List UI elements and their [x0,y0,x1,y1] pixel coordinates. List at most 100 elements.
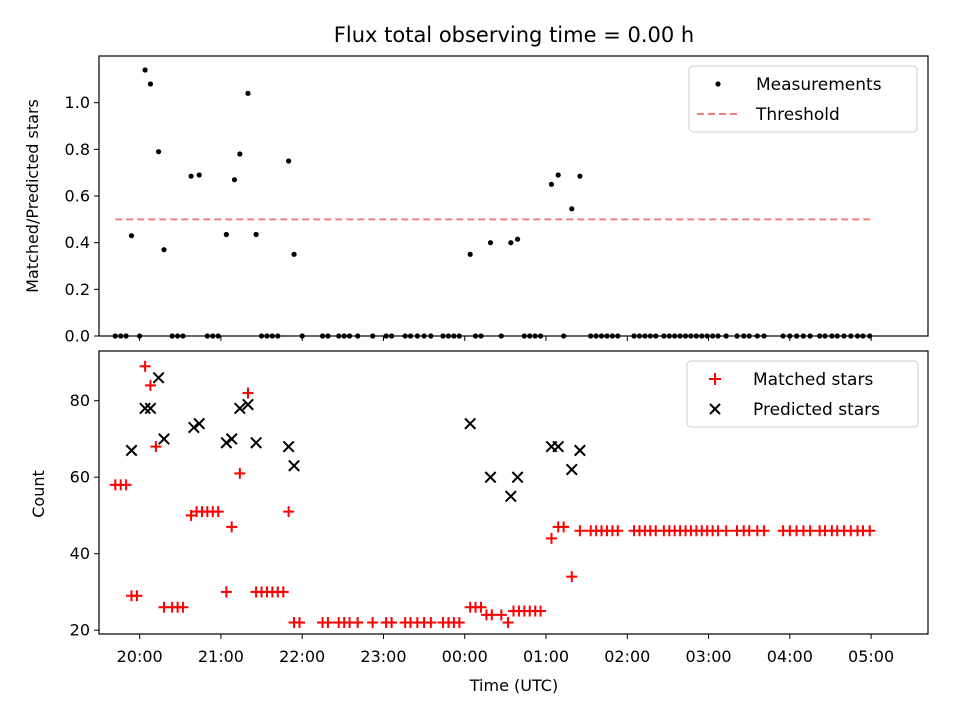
matched-star-point [758,525,770,537]
predicted-star-point [125,444,138,457]
matched-star-point [475,601,487,613]
bottom-y-axis-label: Count [29,470,48,518]
measurement-point [231,177,238,183]
matched-star-point [612,525,624,537]
matched-star-point [144,379,156,391]
predicted-stars-points [125,371,586,503]
predicted-star-point [220,436,233,449]
measurement-point [161,247,167,253]
matched-star-point [545,532,557,544]
x-tick-label: 20:00 [117,647,163,666]
matched-star-point [294,617,306,629]
predicted-star-point [573,444,586,457]
matched-star-point [558,521,570,533]
top-y-axis-label: Matched/Predicted stars [23,99,42,293]
bottom-y-tick-label: 60 [70,468,90,487]
matched-star-point [277,586,289,598]
matched-stars-points [109,360,876,629]
matched-star-point [486,609,498,621]
predicted-star-point [511,471,524,484]
x-tick-label: 05:00 [848,647,894,666]
matched-star-point [804,525,816,537]
matched-star-point [495,609,507,621]
top-y-tick-label: 0.4 [65,233,90,252]
matched-star-point [453,617,465,629]
measurement-point [487,240,494,246]
matched-star-point [242,387,254,399]
x-tick-label: 23:00 [360,647,406,666]
top-y-tick-label: 0.8 [65,140,90,159]
predicted-star-point [158,433,170,445]
bottom-legend-box [686,360,919,428]
legend-predicted-marker [709,403,721,415]
measurement-point [286,158,292,164]
measurement-point [508,240,514,246]
predicted-star-point [565,463,578,476]
legend-matched-marker [709,373,721,385]
measurement-point [142,67,148,73]
measurement-point [237,151,243,157]
predicted-star-point [187,421,200,434]
measurement-point [555,172,561,178]
top-x-ticks [139,336,872,341]
matched-star-point [283,506,295,518]
predicted-star-point [193,417,206,430]
measurement-point [155,149,162,155]
measurement-point [128,233,135,239]
legend-measurements-marker [715,81,721,87]
x-tick-label: 04:00 [767,647,813,666]
x-tick-label: 21:00 [198,647,244,666]
predicted-star-point [484,471,497,484]
legend-matched-label: Matched stars [753,370,873,390]
matched-star-point [425,617,437,629]
matched-star-point [574,525,586,537]
measurement-point [291,251,297,257]
matched-star-point [367,617,379,629]
x-tick-label: 00:00 [442,647,488,666]
measurement-point [467,251,473,257]
measurement-point [569,206,575,212]
predicted-star-point [282,440,295,453]
matched-star-point [212,506,224,518]
matched-star-point [566,571,578,583]
predicted-star-point [242,398,254,411]
matched-star-point [226,521,238,533]
predicted-star-point [139,402,151,415]
predicted-star-point [250,436,263,449]
matched-star-point [502,617,514,629]
matched-star-point [177,601,189,613]
matched-star-point [234,467,246,479]
measurement-point [196,172,202,178]
legend-measurements-label: Measurements [756,75,882,95]
top-y-tick-label: 0.2 [65,280,90,299]
matched-star-point [322,617,334,629]
bottom-y-tick-label: 40 [70,544,90,563]
measurement-point [188,173,194,179]
bottom-y-tick-label: 80 [70,391,90,410]
x-tick-label: 02:00 [604,647,650,666]
predicted-star-point [288,459,300,472]
measurement-point [548,181,555,187]
top-legend-box [688,65,918,133]
x-tick-label: 01:00 [523,647,569,666]
matched-star-point [720,525,732,537]
predicted-star-point [464,417,477,430]
measurement-point [577,173,583,179]
x-tick-label: 03:00 [686,647,732,666]
top-panel: 0.0 0.2 0.4 0.6 0.8 1.0 Matched/Predicted sta… [23,55,929,346]
matched-star-point [131,590,143,602]
bottom-panel: 20 40 60 80 20:00 21:00 22:00 23:00 00:00 01:00 0… [29,350,929,695]
measurement-point [514,236,521,242]
top-y-tick-label: 1.0 [65,93,90,112]
matched-star-point [535,605,547,617]
predicted-star-point [552,440,565,453]
bottom-legend: Matched stars Predicted stars [686,360,919,428]
bottom-axes-frame [98,350,929,635]
chart-title: Flux total observing time = 0.00 h [334,23,694,47]
predicted-star-point [152,371,165,384]
top-y-tick-label: 0.0 [65,327,90,346]
bottom-x-ticks: 20:00 21:00 22:00 23:00 00:00 01:00 02:00 03:00… [117,634,894,666]
matched-star-point [120,479,132,491]
legend-predicted-label: Predicted stars [753,400,880,420]
